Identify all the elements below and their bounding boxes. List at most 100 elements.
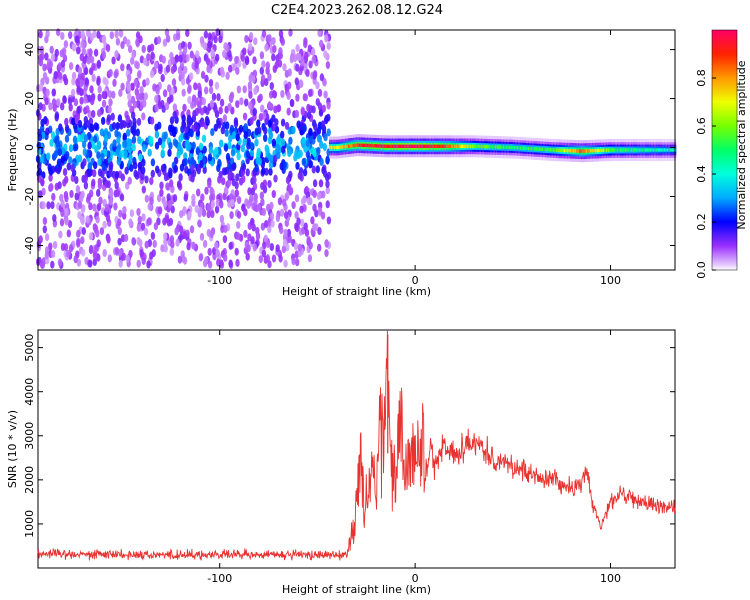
noise-cell [56, 28, 61, 37]
coherent-cell [351, 144, 353, 148]
noise-cell [194, 61, 199, 70]
coherent-cell [524, 146, 527, 150]
noise-cell [273, 105, 278, 114]
coherent-cell [577, 149, 580, 153]
noise-cell [210, 200, 216, 209]
coherent-cell [549, 148, 552, 152]
noise-cell [46, 201, 51, 210]
noise-cell [291, 257, 296, 266]
noise-cell [312, 223, 317, 232]
noise-cell [311, 105, 316, 114]
noise-cell [288, 170, 293, 179]
noise-cell [270, 219, 275, 228]
noise-cell [316, 191, 322, 200]
noise-cell [207, 153, 213, 162]
noise-cell [261, 249, 267, 258]
noise-cell [96, 188, 101, 197]
coherent-cell [616, 148, 619, 152]
noise-cell [325, 155, 330, 164]
noise-cell [222, 50, 227, 58]
noise-cell [292, 54, 298, 63]
noise-cell [161, 55, 166, 64]
coherent-cell [355, 143, 358, 147]
noise-cell [128, 218, 133, 227]
noise-cell [285, 176, 291, 185]
coherent-cell [480, 144, 483, 149]
noise-cell [266, 203, 271, 212]
noise-cell [245, 150, 250, 159]
noise-cell [76, 229, 81, 238]
noise-cell [83, 134, 89, 143]
noise-cell [44, 233, 50, 242]
noise-cell [267, 260, 272, 269]
noise-cell [137, 215, 142, 224]
noise-cell [41, 201, 46, 210]
coherent-cell [513, 145, 516, 150]
noise-cell [89, 244, 94, 253]
noise-cell [75, 185, 81, 194]
noise-cell [37, 133, 43, 142]
coherent-cell [519, 146, 522, 150]
spectrogram-x-tick-label: 100 [600, 274, 621, 287]
noise-cell [97, 93, 102, 102]
noise-cell [244, 98, 249, 107]
noise-cell [245, 252, 250, 261]
coherent-cell [371, 144, 373, 148]
noise-cell [272, 65, 277, 73]
coherent-cell [619, 148, 622, 152]
noise-cell [324, 239, 329, 248]
noise-cell [48, 242, 53, 251]
noise-cell [162, 199, 168, 208]
noise-cell [114, 129, 119, 138]
noise-cell [50, 53, 56, 62]
noise-cell [122, 139, 128, 148]
noise-cell [214, 241, 219, 250]
noise-cell [108, 161, 114, 170]
noise-cell [51, 192, 56, 201]
coherent-cell [482, 144, 484, 149]
noise-cell [80, 40, 85, 49]
noise-cell [93, 48, 99, 57]
coherent-cell [376, 144, 378, 148]
noise-cell [76, 105, 81, 114]
noise-cell [202, 145, 207, 154]
noise-cell [304, 228, 310, 237]
noise-cell [171, 78, 177, 87]
noise-cell [230, 199, 235, 207]
noise-cell [112, 78, 117, 87]
noise-cell [280, 90, 285, 98]
spectrogram-y-tick-label: 0 [23, 144, 36, 151]
coherent-cell [380, 144, 383, 148]
coherent-cell [510, 145, 513, 150]
noise-cell [204, 186, 209, 195]
noise-cell [117, 218, 122, 227]
noise-cell [159, 188, 164, 197]
noise-cell [72, 135, 78, 144]
noise-cell [214, 81, 220, 90]
noise-cell [163, 131, 168, 140]
noise-cell [149, 251, 154, 260]
coherent-cell [588, 149, 591, 153]
noise-cell [92, 258, 98, 266]
coherent-cell [612, 148, 614, 152]
noise-cell [311, 55, 316, 64]
noise-cell [60, 32, 65, 40]
noise-cell [138, 153, 143, 162]
noise-cell [154, 104, 159, 112]
noise-cell [310, 216, 315, 225]
noise-cell [218, 106, 223, 115]
noise-cell [178, 134, 183, 143]
coherent-cell [444, 144, 447, 148]
noise-cell [73, 98, 79, 107]
coherent-cell [429, 144, 431, 148]
noise-cell [111, 122, 117, 130]
noise-cell [131, 143, 136, 152]
noise-cell [247, 233, 252, 242]
snr-y-tick-label: 3000 [23, 422, 36, 450]
noise-cell [163, 173, 169, 182]
coherent-cell [668, 148, 670, 152]
noise-cell [115, 122, 121, 130]
noise-cell [306, 197, 312, 205]
snr-x-axis-label: Height of straight line (km) [282, 583, 431, 596]
coherent-cell [654, 148, 656, 152]
